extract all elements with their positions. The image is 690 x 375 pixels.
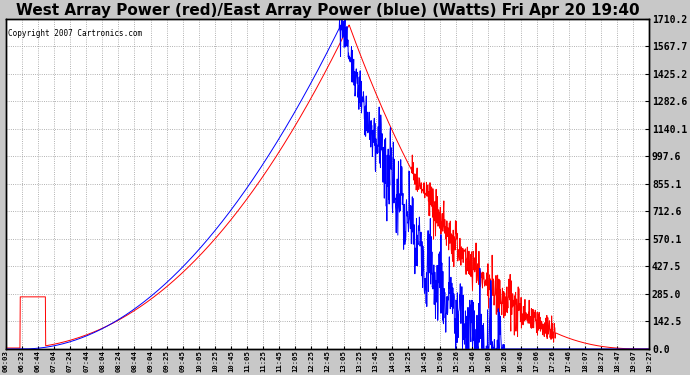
Text: Copyright 2007 Cartronics.com: Copyright 2007 Cartronics.com bbox=[8, 29, 142, 38]
Title: West Array Power (red)/East Array Power (blue) (Watts) Fri Apr 20 19:40: West Array Power (red)/East Array Power … bbox=[16, 3, 640, 18]
